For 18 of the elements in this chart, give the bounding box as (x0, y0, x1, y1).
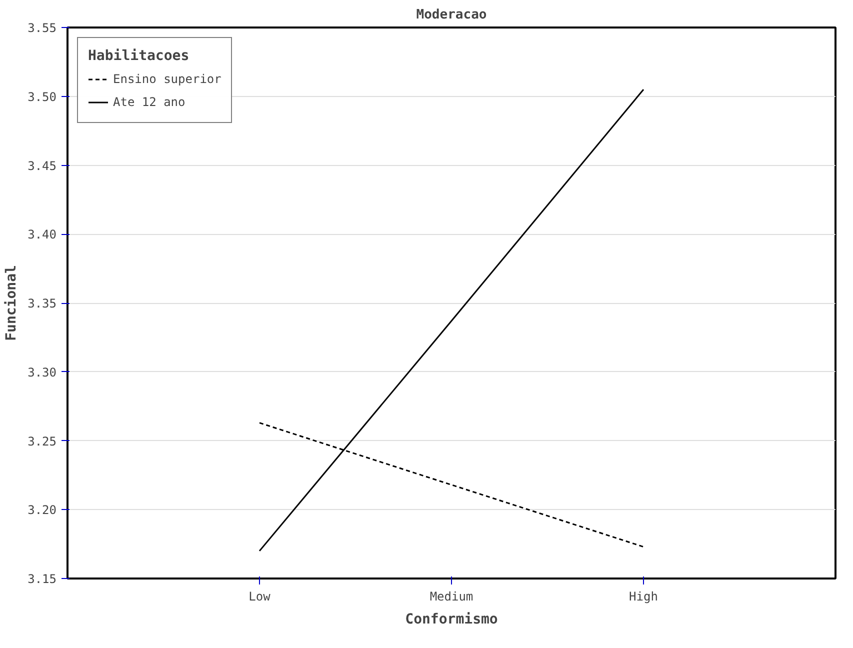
y-tick-label: 3.55 (28, 21, 57, 35)
x-tick-label: Medium (430, 590, 474, 604)
y-tick-label: 3.20 (28, 503, 57, 518)
chart-title: Moderacao (416, 8, 487, 22)
x-tick-label: High (629, 590, 658, 604)
x-tick-label: Low (248, 590, 272, 604)
y-axis-title: Funcional (4, 265, 20, 341)
legend-title: Habilitacoes (88, 48, 190, 64)
x-axis-title: Conformismo (405, 612, 498, 628)
y-tick-label: 3.50 (28, 90, 57, 104)
legend-label: Ensino superior (113, 72, 222, 86)
legend-label: Ate 12 ano (113, 95, 186, 109)
y-tick-label: 3.45 (28, 158, 57, 173)
y-tick-label: 3.30 (28, 365, 57, 380)
y-tick-label: 3.25 (28, 434, 57, 448)
y-tick-label: 3.40 (28, 228, 57, 242)
y-tick-label: 3.35 (28, 296, 57, 310)
y-tick-label: 3.15 (28, 572, 57, 586)
